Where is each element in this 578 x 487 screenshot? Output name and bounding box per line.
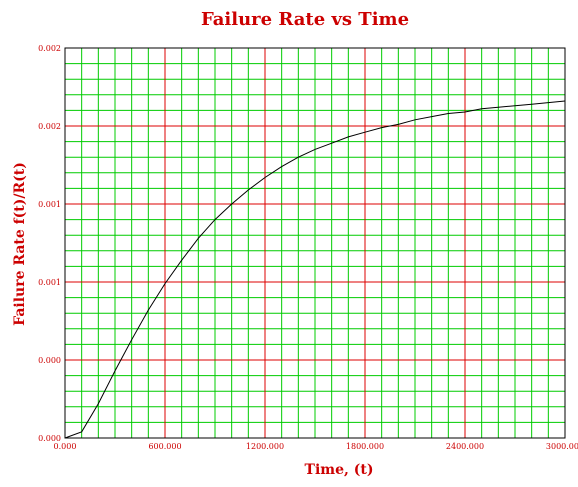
grid [64, 47, 566, 439]
y-axis-title: Failure Rate f(t)/R(t) [12, 162, 28, 326]
y-tick-label: 0.001 [38, 200, 61, 209]
y-tick-label: 0.000 [38, 434, 61, 443]
x-tick-label: 600.000 [148, 442, 181, 451]
x-tick-label: 3000.000 [546, 442, 578, 451]
y-tick-label: 0.002 [38, 122, 61, 131]
x-tick-label: 1200.000 [246, 442, 284, 451]
x-axis-title: Time, (t) [305, 462, 374, 478]
plot-frame [64, 47, 566, 439]
series-line [64, 100, 566, 439]
x-tick-label: 1800.000 [346, 442, 384, 451]
y-tick-label: 0.000 [38, 356, 61, 365]
x-tick-label: 2400.000 [446, 442, 484, 451]
y-tick-label: 0.002 [38, 44, 61, 53]
y-tick-label: 0.001 [38, 278, 61, 287]
chart-title: Failure Rate vs Time [201, 9, 409, 30]
x-tick-label: 0.000 [54, 442, 77, 451]
y-tick-labels: 0.000 0.000 0.001 0.001 0.002 0.002 [38, 44, 61, 443]
x-tick-labels: 0.000 600.000 1200.000 1800.000 2400.000 3000… [54, 442, 578, 451]
